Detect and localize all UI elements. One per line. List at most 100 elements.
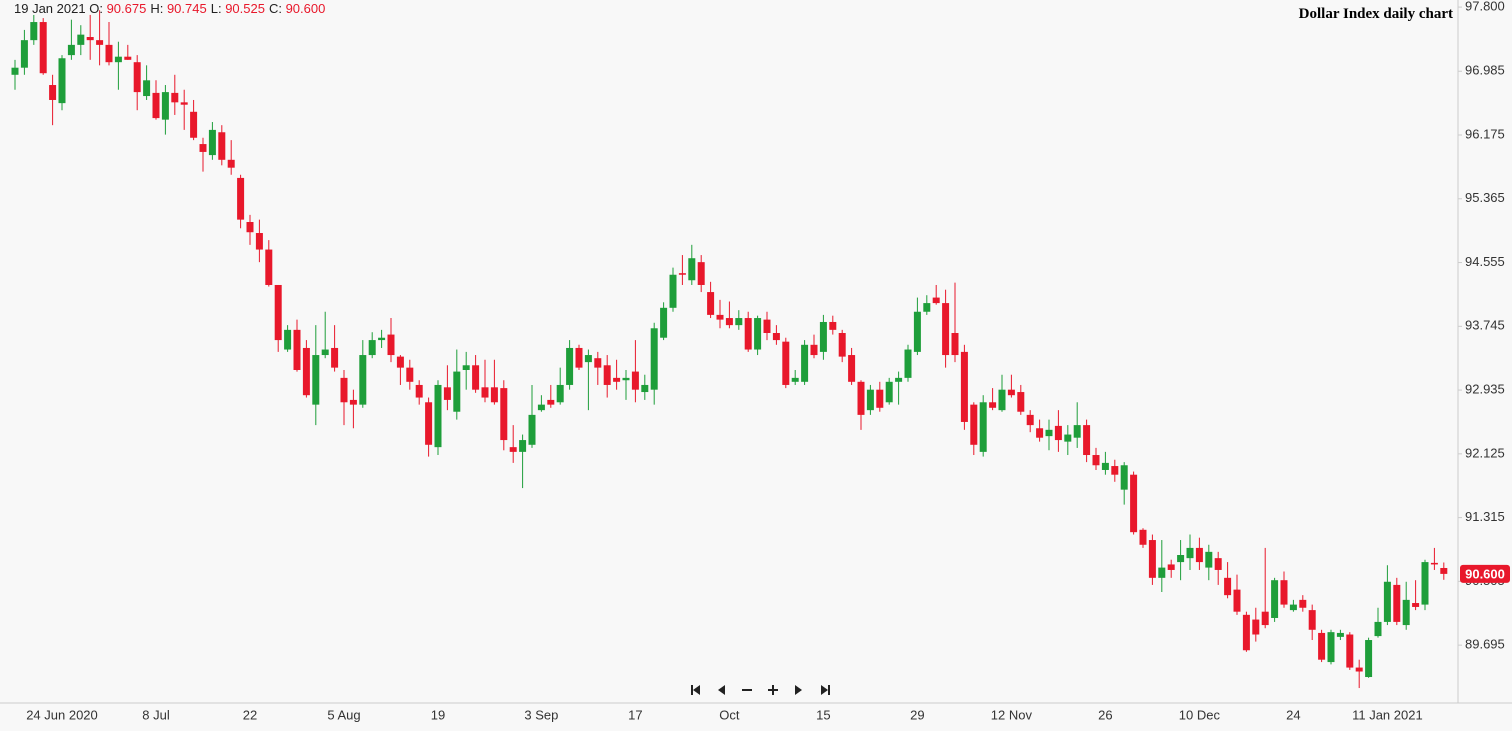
- candle-body: [848, 355, 856, 382]
- candle-body: [1355, 667, 1363, 672]
- y-tick-label: 92.125: [1465, 445, 1505, 460]
- last-button[interactable]: [821, 685, 830, 695]
- legend-value: 90.675: [106, 1, 147, 16]
- candle-body: [1073, 425, 1081, 438]
- candle-body: [801, 344, 809, 382]
- candle-body: [39, 22, 47, 74]
- candle-body: [547, 399, 555, 405]
- ohlc-legend: 19 Jan 2021 O: 90.675 H: 90.745 L: 90.525 C…: [14, 1, 329, 16]
- candle-body: [631, 371, 639, 390]
- candle-body: [1252, 619, 1260, 635]
- candle-body: [1421, 562, 1429, 605]
- candle-body: [1026, 414, 1034, 426]
- candle-body: [359, 355, 367, 405]
- candle-body: [246, 222, 254, 233]
- candle-body: [161, 92, 169, 120]
- candle-body: [1280, 580, 1288, 605]
- candle-body: [1148, 540, 1156, 578]
- candle-body: [979, 402, 987, 452]
- candle-body: [321, 349, 329, 356]
- candle-body: [453, 371, 461, 412]
- legend-key: H:: [150, 1, 164, 16]
- candle-body: [810, 344, 818, 356]
- candle-body: [1205, 551, 1213, 568]
- candle-body: [1177, 555, 1185, 563]
- candle-body: [1365, 640, 1373, 678]
- y-tick-label: 95.365: [1465, 190, 1505, 205]
- candle-body: [58, 58, 66, 104]
- candle-body: [519, 440, 527, 452]
- candle-body: [998, 389, 1006, 411]
- candle-body: [989, 402, 997, 408]
- candle-body: [218, 132, 226, 160]
- y-tick-label: 89.695: [1465, 637, 1505, 652]
- candle-body: [791, 377, 799, 382]
- candle-body: [528, 414, 536, 445]
- candle-body: [1336, 632, 1344, 637]
- candle-body: [641, 384, 649, 393]
- candle-body: [942, 303, 950, 356]
- candle-body: [1092, 455, 1100, 466]
- legend-key: O:: [89, 1, 103, 16]
- candle-body: [349, 399, 357, 405]
- candle-body: [415, 384, 423, 398]
- candle-body: [406, 367, 414, 382]
- candle-body: [932, 297, 940, 304]
- candle-body: [951, 333, 959, 356]
- candle-body: [697, 262, 705, 285]
- zoom-in-button[interactable]: [768, 685, 778, 695]
- first-button[interactable]: [691, 685, 700, 695]
- candle-body: [237, 177, 245, 220]
- x-tick-label: 26: [1098, 707, 1112, 722]
- candle-body: [1299, 599, 1307, 608]
- candle-body: [782, 341, 790, 385]
- candle-body: [960, 351, 968, 422]
- candle-body: [67, 44, 75, 56]
- x-tick-label: 3 Sep: [524, 707, 558, 722]
- candle-body: [180, 102, 188, 105]
- candle-body: [11, 67, 19, 75]
- candle-body: [754, 318, 762, 350]
- candle-body: [1402, 599, 1410, 626]
- candle-body: [1271, 580, 1279, 618]
- candle-body: [368, 340, 376, 356]
- candle-body: [1083, 425, 1091, 456]
- candle-body: [537, 404, 545, 411]
- y-tick-label: 96.985: [1465, 63, 1505, 78]
- candle-body: [904, 349, 912, 378]
- candle-body: [434, 384, 442, 448]
- x-tick-label: 24: [1286, 707, 1300, 722]
- candle-body: [1393, 584, 1401, 622]
- zoom-out-button[interactable]: [742, 689, 752, 691]
- candle-body: [1383, 581, 1391, 622]
- candle-body: [660, 307, 668, 338]
- candle-body: [688, 258, 696, 281]
- candle-body: [293, 329, 301, 370]
- plot-area: [11, 10, 1448, 689]
- y-tick-label: 93.745: [1465, 318, 1505, 333]
- previous-button[interactable]: [718, 685, 725, 695]
- x-tick-label: 11 Jan 2021: [1352, 707, 1423, 722]
- candle-body: [1158, 567, 1166, 578]
- y-tick-label: 94.555: [1465, 254, 1505, 269]
- candle-body: [575, 347, 583, 368]
- candle-body: [462, 365, 470, 370]
- candle-body: [1167, 564, 1175, 570]
- candle-body: [1289, 604, 1297, 611]
- candle-body: [1054, 425, 1062, 441]
- x-tick-label: 8 Jul: [142, 707, 170, 722]
- next-button[interactable]: [795, 685, 802, 695]
- candle-body: [396, 356, 404, 368]
- candle-body: [744, 318, 752, 350]
- candle-body: [105, 44, 113, 63]
- candle-body: [208, 129, 216, 156]
- y-tick-label: 92.935: [1465, 382, 1505, 397]
- legend-key: L:: [210, 1, 222, 16]
- candle-body: [650, 328, 658, 390]
- candle-body: [866, 389, 874, 411]
- candle-body: [265, 249, 273, 285]
- candle-body: [829, 321, 837, 330]
- legend-value: 90.745: [166, 1, 207, 16]
- candle-body: [490, 387, 498, 403]
